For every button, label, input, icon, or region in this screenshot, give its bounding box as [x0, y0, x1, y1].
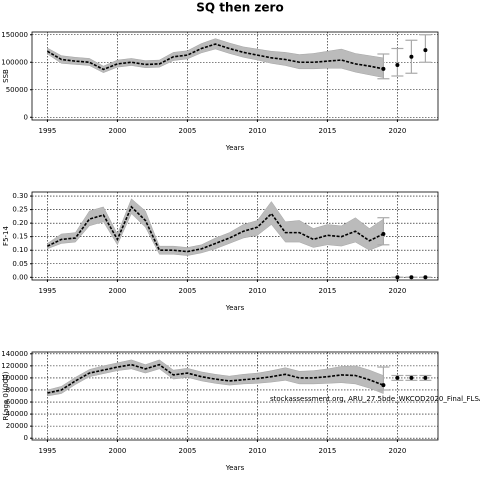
projection-point — [423, 375, 428, 380]
y-tick-label: 0.00 — [12, 273, 28, 281]
x-tick-label: 2005 — [178, 287, 196, 295]
x-tick-label: 2015 — [318, 447, 336, 455]
projection-point — [409, 275, 414, 280]
x-tick-label: 2000 — [108, 127, 126, 135]
x-tick-label: 2020 — [388, 127, 406, 135]
x-axis-label: Years — [225, 464, 245, 472]
estimate-line — [47, 363, 384, 394]
x-tick-label: 1995 — [38, 127, 56, 135]
y-tick-label: 0 — [24, 434, 28, 442]
x-tick-label: 2010 — [248, 447, 266, 455]
x-axis-label: Years — [225, 304, 245, 312]
plot-frame — [31, 351, 439, 441]
y-tick-label: 60000 — [6, 398, 28, 406]
y-axis-label: F5-14 — [2, 226, 10, 246]
y-axis-label: SSB — [2, 69, 10, 83]
y-tick-label: 0.20 — [12, 219, 28, 227]
y-tick-label: 0.05 — [12, 260, 28, 268]
projection-point — [395, 375, 400, 380]
projection-point — [409, 375, 414, 380]
x-tick-label: 1995 — [38, 447, 56, 455]
y-tick-label: 20000 — [6, 422, 28, 430]
estimate-line — [46, 43, 384, 71]
y-tick-label: 0.10 — [12, 246, 28, 254]
x-axis-label: Years — [225, 144, 245, 152]
y-axis-label: R(age 0)(000) — [2, 371, 10, 420]
x-tick-label: 2020 — [388, 287, 406, 295]
x-tick-label: 2015 — [318, 127, 336, 135]
y-tick-label: 0.30 — [12, 192, 28, 200]
y-tick-label: 100000 — [1, 374, 28, 382]
projection-point — [395, 63, 400, 67]
projection-point — [423, 48, 428, 53]
plot-frame — [31, 31, 439, 121]
x-tick-label: 2015 — [318, 287, 336, 295]
projection-point — [395, 275, 400, 280]
y-tick-label: 140000 — [1, 350, 28, 358]
chart-title: SQ then zero — [196, 1, 283, 15]
y-tick-label: 100000 — [1, 58, 28, 66]
annotation: stockassessment.org, ARU_27.5bde_WKCOD20… — [270, 395, 480, 403]
y-tick-label: 40000 — [6, 410, 28, 418]
projection-point — [381, 66, 386, 71]
y-tick-label: 120000 — [1, 362, 28, 370]
confidence-band — [47, 359, 384, 397]
x-tick-label: 1995 — [38, 287, 56, 295]
x-tick-label: 2000 — [108, 287, 126, 295]
x-tick-label: 2010 — [248, 287, 266, 295]
y-tick-label: 0.15 — [12, 233, 28, 241]
projection-point — [381, 383, 386, 388]
plot-frame — [31, 191, 439, 281]
estimate-line — [47, 205, 384, 253]
y-tick-label: 150000 — [1, 31, 28, 39]
x-tick-label: 2020 — [388, 447, 406, 455]
x-tick-label: 2005 — [178, 127, 196, 135]
projection-point — [381, 231, 386, 236]
projection-point — [409, 54, 414, 59]
x-tick-label: 2005 — [178, 447, 196, 455]
x-tick-label: 2010 — [248, 127, 266, 135]
y-tick-label: 0 — [24, 113, 28, 121]
x-tick-label: 2000 — [108, 447, 126, 455]
projection-point — [423, 275, 428, 280]
y-tick-label: 80000 — [6, 386, 28, 394]
y-tick-label: 0.25 — [12, 206, 28, 214]
y-tick-label: 50000 — [6, 86, 28, 94]
confidence-band — [47, 198, 384, 256]
